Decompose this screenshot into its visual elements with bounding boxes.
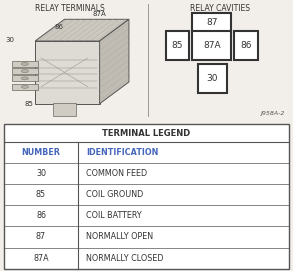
Bar: [234, 31, 258, 60]
Text: 86: 86: [36, 211, 46, 220]
Circle shape: [21, 70, 28, 73]
Bar: [53, 102, 76, 116]
Text: 87: 87: [206, 18, 217, 27]
Bar: [166, 31, 189, 60]
Text: 87: 87: [36, 233, 46, 241]
Text: 87A: 87A: [93, 11, 106, 17]
Text: 30: 30: [36, 169, 46, 178]
Text: COIL GROUND: COIL GROUND: [86, 190, 144, 199]
Bar: [12, 75, 38, 81]
Circle shape: [21, 85, 28, 88]
Text: 85: 85: [25, 101, 34, 107]
Text: NORMALLY CLOSED: NORMALLY CLOSED: [86, 254, 164, 263]
Text: 85: 85: [171, 41, 183, 50]
Text: 87: 87: [60, 104, 69, 110]
Circle shape: [21, 63, 28, 65]
Bar: [192, 31, 231, 60]
Bar: [12, 68, 38, 74]
Text: NORMALLY OPEN: NORMALLY OPEN: [86, 233, 154, 241]
Bar: [12, 84, 38, 90]
Text: 30: 30: [207, 74, 218, 83]
Bar: [35, 41, 100, 104]
Text: 86: 86: [54, 24, 63, 30]
Polygon shape: [35, 19, 129, 41]
Circle shape: [21, 77, 28, 80]
Text: RELAY CAVITIES: RELAY CAVITIES: [190, 4, 250, 13]
Bar: [192, 13, 231, 33]
Text: 85: 85: [36, 190, 46, 199]
Text: 87A: 87A: [33, 254, 49, 263]
Text: NUMBER: NUMBER: [22, 148, 60, 157]
Text: TERMINAL LEGEND: TERMINAL LEGEND: [102, 128, 191, 137]
Bar: [198, 64, 227, 93]
Text: 30: 30: [6, 37, 15, 43]
Text: J958A-2: J958A-2: [260, 111, 284, 116]
Polygon shape: [100, 19, 129, 104]
Bar: [12, 61, 38, 67]
Text: COMMON FEED: COMMON FEED: [86, 169, 148, 178]
Text: IDENTIFICATION: IDENTIFICATION: [86, 148, 159, 157]
Text: 86: 86: [240, 41, 252, 50]
Text: COIL BATTERY: COIL BATTERY: [86, 211, 142, 220]
Text: 87A: 87A: [203, 41, 221, 50]
Text: RELAY TERMINALS: RELAY TERMINALS: [35, 4, 105, 13]
